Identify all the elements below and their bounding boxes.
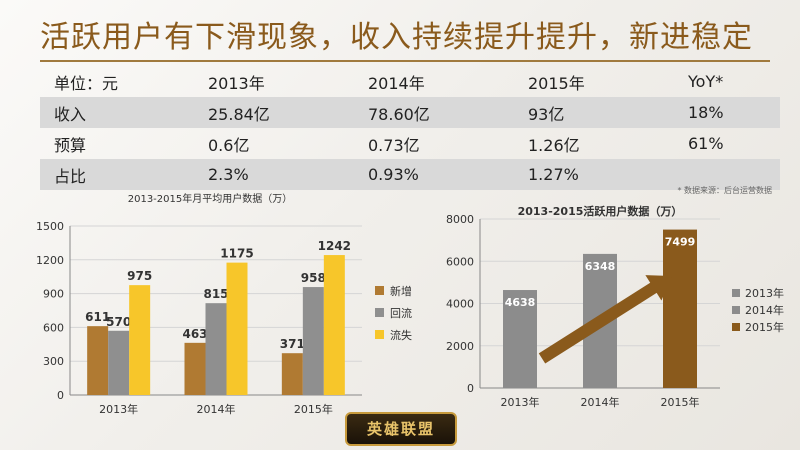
data-label: 463	[182, 327, 207, 341]
table-cell: 0.93%	[354, 159, 514, 190]
table-row: 收入 25.84亿 78.60亿 93亿 18%	[40, 97, 780, 128]
table-cell: 0.6亿	[194, 128, 354, 159]
legend-label: 2014年	[745, 303, 784, 317]
legend-swatch	[732, 323, 740, 331]
bar	[87, 326, 108, 395]
y-tick-label: 300	[43, 355, 64, 368]
data-label: 4638	[505, 296, 536, 309]
bar	[282, 353, 303, 395]
table-cell: 2014年	[354, 66, 514, 97]
y-tick-label: 1500	[36, 220, 64, 233]
y-tick-label: 600	[43, 321, 64, 334]
table-cell: 占比	[40, 159, 194, 190]
table-cell: 2013年	[194, 66, 354, 97]
title-divider	[40, 60, 770, 62]
bar	[227, 263, 248, 395]
x-tick-label: 2013年	[501, 395, 540, 409]
chart-title: 2013-2015活跃用户数据（万）	[518, 204, 683, 218]
table-cell: 0.73亿	[354, 128, 514, 159]
y-tick-label: 8000	[446, 213, 474, 226]
y-tick-label: 4000	[446, 298, 474, 311]
table-cell: 25.84亿	[194, 97, 354, 128]
bar	[206, 303, 227, 395]
data-label: 371	[280, 337, 305, 351]
data-label: 1175	[220, 247, 253, 261]
bar	[129, 285, 150, 395]
table-cell: 预算	[40, 128, 194, 159]
legend-swatch	[732, 289, 740, 297]
bar	[303, 287, 324, 395]
data-label: 1242	[318, 239, 351, 253]
table-header-row: 单位：元 2013年 2014年 2015年 YoY*	[40, 66, 780, 97]
x-tick-label: 2013年	[99, 402, 138, 416]
monthly-users-chart: 2013-2015年月平均用户数据（万） 0 300 600 900 1200 1500 20…	[0, 190, 410, 425]
data-label: 975	[127, 269, 152, 283]
x-tick-label: 2015年	[661, 395, 700, 409]
legend-swatch	[375, 308, 384, 317]
legend-label: 2013年	[745, 286, 784, 300]
table-cell: 2.3%	[194, 159, 354, 190]
table-cell: 61%	[674, 128, 780, 159]
table-cell: 18%	[674, 97, 780, 128]
y-tick-label: 0	[467, 382, 474, 395]
table-cell: 78.60亿	[354, 97, 514, 128]
data-label: 815	[203, 287, 228, 301]
chart-title: 2013-2015年月平均用户数据（万）	[128, 192, 293, 205]
legend-label: 回流	[390, 306, 412, 320]
x-tick-label: 2014年	[581, 395, 620, 409]
table-row: 占比 2.3% 0.93% 1.27%	[40, 159, 780, 190]
x-tick-label: 2014年	[197, 402, 236, 416]
table-cell: 1.27%	[514, 159, 674, 190]
y-tick-label: 6000	[446, 255, 474, 268]
bar	[663, 230, 697, 388]
bar	[108, 331, 129, 395]
summary-table: 单位：元 2013年 2014年 2015年 YoY* 收入 25.84亿 78…	[40, 66, 780, 190]
y-tick-label: 900	[43, 288, 64, 301]
active-users-chart: 2013-2015活跃用户数据（万） 0 2000 4000 6000 8000 2013年…	[410, 195, 800, 420]
game-logo: 英雄联盟	[345, 412, 457, 446]
legend-swatch	[375, 330, 384, 339]
legend-swatch	[375, 286, 384, 295]
legend-swatch	[732, 306, 740, 314]
table-row: 预算 0.6亿 0.73亿 1.26亿 61%	[40, 128, 780, 159]
legend-label: 2015年	[745, 320, 784, 334]
x-tick-label: 2015年	[294, 402, 333, 416]
table-cell: 收入	[40, 97, 194, 128]
bar	[185, 343, 206, 395]
legend-label: 新增	[390, 284, 412, 298]
table-cell: YoY*	[674, 66, 780, 97]
table-cell: 1.26亿	[514, 128, 674, 159]
y-tick-label: 2000	[446, 340, 474, 353]
data-label: 958	[301, 271, 326, 285]
table-cell: 93亿	[514, 97, 674, 128]
y-tick-label: 1200	[36, 254, 64, 267]
page-title: 活跃用户有下滑现象，收入持续提升提升，新进稳定	[40, 12, 780, 56]
table-cell: 2015年	[514, 66, 674, 97]
y-tick-label: 0	[57, 389, 64, 402]
data-label: 570	[106, 315, 131, 329]
legend-label: 流失	[390, 328, 412, 342]
data-label: 6348	[585, 260, 616, 273]
bar	[324, 255, 345, 395]
data-label: 7499	[665, 236, 696, 249]
table-cell: 单位：元	[40, 66, 194, 97]
